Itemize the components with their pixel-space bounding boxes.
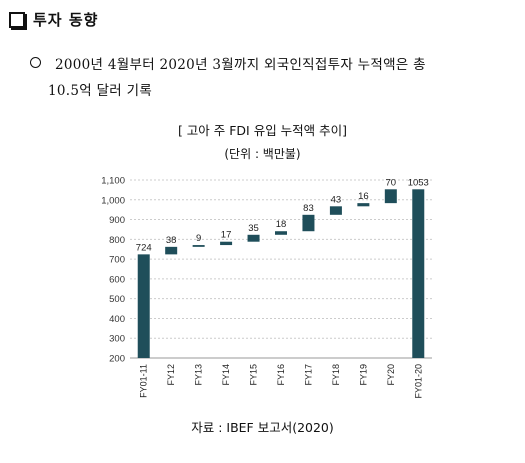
data-labels: 724 38 9 17 35 18 83 43 16 70 1053 xyxy=(136,177,429,253)
data-label: 35 xyxy=(248,223,259,234)
bars xyxy=(137,189,425,358)
bar-fy20 xyxy=(384,189,397,204)
checkbox-icon xyxy=(9,11,25,28)
bar-fy16 xyxy=(275,231,287,235)
x-tick-label: FY18 xyxy=(331,364,341,386)
x-tick-label: FY13 xyxy=(194,364,204,386)
data-label: 70 xyxy=(386,177,397,188)
data-label: 43 xyxy=(331,194,342,205)
x-tick-label: FY01-20 xyxy=(413,364,423,399)
data-label: 9 xyxy=(196,233,201,244)
x-tick-label: FY16 xyxy=(276,364,286,386)
bar-fy01-20 xyxy=(412,189,425,358)
bar-fy14 xyxy=(220,241,233,246)
data-label: 83 xyxy=(303,203,314,214)
chart-title: [ 고아 주 FDI 유입 누적액 추이] xyxy=(177,123,348,138)
y-tick-label: 900 xyxy=(109,215,125,226)
circle-bullet-icon xyxy=(30,57,41,68)
bar-fy13 xyxy=(192,245,205,247)
bar-fy19 xyxy=(357,203,370,207)
section-heading: 투자 동향 xyxy=(9,9,98,30)
y-tick-label: 400 xyxy=(109,314,125,325)
y-tick-label: 700 xyxy=(109,255,125,266)
data-label: 16 xyxy=(358,191,369,202)
y-tick-label: 600 xyxy=(109,274,125,285)
chart-unit: (단위 : 백만불) xyxy=(224,147,301,161)
data-label: 1053 xyxy=(408,177,429,188)
x-tick-label: FY17 xyxy=(303,364,313,386)
section-heading-text: 투자 동향 xyxy=(33,11,99,29)
bullet-item: 2000년 4월부터 2020년 3월까지 외국인직접투자 누적액은 총 xyxy=(30,52,426,78)
x-tick-label: FY14 xyxy=(221,364,231,386)
y-tick-label: 1,000 xyxy=(101,195,125,206)
data-label: 17 xyxy=(221,230,232,241)
y-tick-label: 1,100 xyxy=(101,176,125,187)
x-axis-ticks: FY01-11 FY12 FY13 FY14 FY15 FY16 FY17 FY18 FY19 F… xyxy=(139,364,424,399)
bullet-text-line1: 2000년 4월부터 2020년 3월까지 외국인직접투자 누적액은 총 xyxy=(55,57,426,73)
y-tick-label: 200 xyxy=(109,354,125,365)
x-tick-label: FY12 xyxy=(166,364,176,386)
data-label: 724 xyxy=(136,242,152,253)
bullet-text-line2: 10.5억 달러 기록 xyxy=(48,83,153,99)
x-tick-label: FY15 xyxy=(249,364,259,386)
data-label: 38 xyxy=(166,235,177,246)
data-label: 18 xyxy=(276,219,287,230)
bar-fy12 xyxy=(165,246,178,255)
bar-fy18 xyxy=(329,206,342,215)
bar-fy17 xyxy=(302,214,315,232)
bar-fy01-11 xyxy=(137,254,150,358)
y-tick-label: 300 xyxy=(109,334,125,345)
grid-lines xyxy=(130,179,432,359)
x-tick-label: FY01-11 xyxy=(139,364,149,398)
source-note: 자료 : IBEF 보고서(2020) xyxy=(191,420,334,435)
y-axis-ticks: 200 300 400 500 600 700 800 900 1,000 1,100 xyxy=(101,176,125,365)
bar-fy15 xyxy=(247,234,260,242)
y-tick-label: 800 xyxy=(109,235,125,246)
y-tick-label: 500 xyxy=(109,294,125,305)
x-tick-label: FY19 xyxy=(358,364,368,386)
x-tick-label: FY20 xyxy=(386,364,396,386)
